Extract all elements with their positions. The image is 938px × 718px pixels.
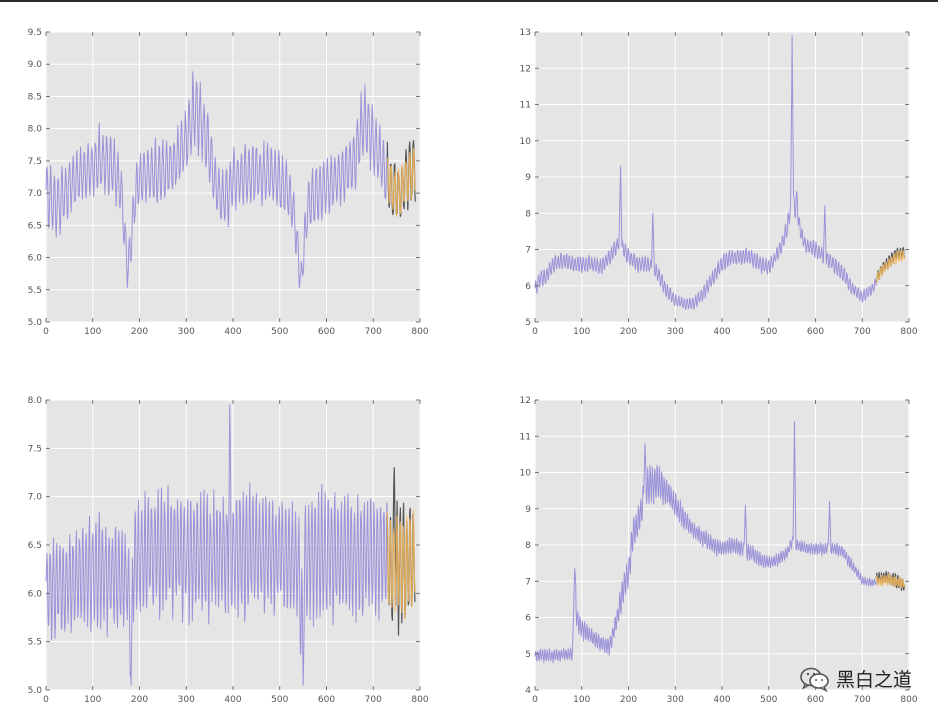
y-tick-label: 8.0 bbox=[28, 125, 43, 135]
y-tick-label: 6 bbox=[525, 614, 531, 624]
y-tick-label: 7.0 bbox=[28, 189, 43, 199]
y-tick-label: 7.0 bbox=[28, 493, 43, 503]
x-tick-label: 600 bbox=[807, 327, 824, 337]
y-tick-label: 9 bbox=[525, 173, 531, 183]
watermark: 黑白之道 bbox=[800, 665, 912, 692]
x-tick-label: 600 bbox=[318, 695, 335, 705]
series-forecast bbox=[875, 250, 905, 284]
y-tick-label: 5 bbox=[525, 650, 531, 660]
x-tick-label: 700 bbox=[854, 327, 871, 337]
y-tick-label: 5.0 bbox=[28, 318, 43, 328]
x-tick-label: 400 bbox=[224, 327, 241, 337]
x-tick-label: 100 bbox=[84, 327, 101, 337]
x-tick-label: 200 bbox=[620, 695, 637, 705]
x-tick-label: 600 bbox=[318, 327, 335, 337]
watermark-text: 黑白之道 bbox=[835, 669, 912, 691]
y-tick-label: 5.5 bbox=[28, 638, 42, 648]
y-tick-label: 9.0 bbox=[28, 60, 43, 70]
x-tick-label: 400 bbox=[713, 695, 730, 705]
y-tick-label: 12 bbox=[520, 64, 531, 74]
x-tick-label: 800 bbox=[411, 327, 428, 337]
series-history bbox=[45, 71, 388, 289]
chart-panel-4: 0 100 200 300 400 500 600 700 800 4 5 6 7 8 9 10 11 12 bbox=[520, 396, 918, 705]
x-tick-label: 600 bbox=[807, 695, 824, 705]
x-tick-label: 800 bbox=[900, 695, 917, 705]
y-tick-label: 8 bbox=[525, 209, 531, 219]
x-tick-label: 0 bbox=[532, 695, 538, 705]
series-history bbox=[45, 404, 388, 686]
y-tick-label: 6.0 bbox=[28, 254, 43, 264]
y-tick-label: 13 bbox=[520, 28, 531, 38]
series-forecast bbox=[875, 573, 905, 589]
x-tick-label: 200 bbox=[620, 327, 637, 337]
y-tick-label: 12 bbox=[520, 396, 531, 406]
x-tick-label: 300 bbox=[178, 695, 195, 705]
x-tick-label: 300 bbox=[178, 327, 195, 337]
y-tick-label: 7.5 bbox=[28, 444, 42, 454]
x-tick-label: 200 bbox=[131, 695, 148, 705]
chart-panel-1: 0 100 200 300 400 500 600 700 800 5.0 5.5 6.0 6.5 7.0… bbox=[28, 28, 429, 337]
y-tick-label: 6.0 bbox=[28, 589, 43, 599]
y-tick-label: 10 bbox=[520, 137, 532, 147]
x-tick-label: 0 bbox=[43, 695, 49, 705]
x-tick-label: 0 bbox=[532, 327, 538, 337]
x-tick-label: 100 bbox=[84, 695, 101, 705]
x-tick-label: 400 bbox=[224, 695, 241, 705]
x-tick-label: 400 bbox=[713, 327, 730, 337]
y-tick-label: 9 bbox=[525, 505, 531, 515]
x-tick-label: 700 bbox=[365, 327, 382, 337]
x-tick-label: 700 bbox=[365, 695, 382, 705]
y-tick-label: 10 bbox=[520, 469, 532, 479]
x-tick-label: 500 bbox=[271, 327, 288, 337]
x-tick-label: 0 bbox=[43, 327, 49, 337]
y-tick-label: 11 bbox=[520, 432, 531, 442]
y-tick-label: 8.5 bbox=[28, 92, 42, 102]
y-tick-label: 7 bbox=[525, 246, 531, 256]
y-tick-label: 8.0 bbox=[28, 396, 43, 406]
y-tick-label: 11 bbox=[520, 101, 531, 111]
y-tick-label: 5.5 bbox=[28, 286, 42, 296]
y-tick-label: 7 bbox=[525, 577, 531, 587]
series-forecast bbox=[386, 509, 416, 620]
series-history bbox=[534, 421, 877, 664]
x-tick-label: 700 bbox=[854, 695, 871, 705]
x-tick-label: 300 bbox=[667, 695, 684, 705]
wechat-icon bbox=[800, 667, 829, 692]
x-tick-label: 300 bbox=[667, 327, 684, 337]
x-tick-label: 200 bbox=[131, 327, 148, 337]
x-tick-label: 100 bbox=[573, 695, 590, 705]
y-tick-label: 7.5 bbox=[28, 157, 42, 167]
x-tick-label: 100 bbox=[573, 327, 590, 337]
y-tick-label: 5.0 bbox=[28, 686, 43, 696]
chart-panel-3: 0 100 200 300 400 500 600 700 800 5.0 5.5 6.0 6.5 7.0… bbox=[28, 396, 429, 705]
series-history bbox=[534, 35, 877, 310]
x-tick-label: 800 bbox=[411, 695, 428, 705]
x-tick-label: 500 bbox=[271, 695, 288, 705]
y-tick-label: 6.5 bbox=[28, 541, 42, 551]
y-tick-label: 8 bbox=[525, 541, 531, 551]
x-tick-label: 500 bbox=[760, 327, 777, 337]
y-tick-label: 9.5 bbox=[28, 28, 42, 38]
y-tick-label: 6 bbox=[525, 282, 531, 292]
y-tick-label: 6.5 bbox=[28, 221, 42, 231]
y-tick-label: 5 bbox=[525, 318, 531, 328]
x-tick-label: 800 bbox=[900, 327, 917, 337]
x-tick-label: 500 bbox=[760, 695, 777, 705]
y-tick-label: 4 bbox=[525, 686, 531, 696]
series-forecast bbox=[386, 147, 416, 217]
chart-panel-2: 0 100 200 300 400 500 600 700 800 5 6 7 8 9 10 11 12 13 bbox=[520, 28, 918, 337]
